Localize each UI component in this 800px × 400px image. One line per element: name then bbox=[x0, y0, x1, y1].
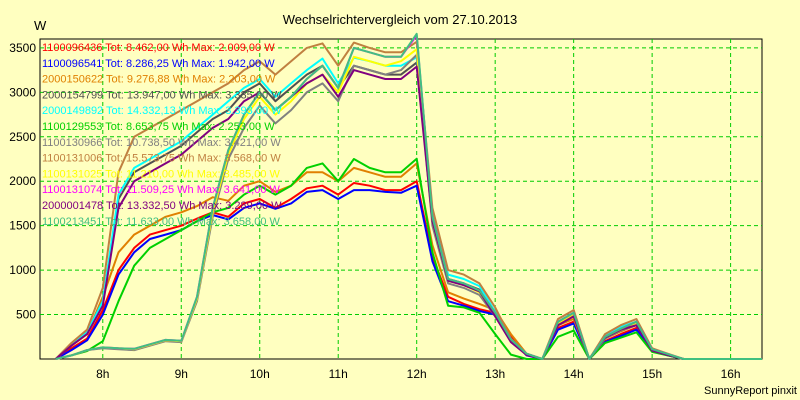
x-tick-label: 12h bbox=[407, 367, 427, 381]
y-tick-label: 500 bbox=[16, 308, 36, 322]
series-line-1100213451 bbox=[55, 32, 762, 360]
legend-entry-1100096436: 1100096436 Tot: 8.462,00 Wh Max: 2.009,0… bbox=[42, 42, 275, 54]
legend-entry-1100213451: 1100213451 Tot: 11.633,00 Wh Max: 3.658,… bbox=[42, 216, 281, 228]
y-tick-label: 1500 bbox=[9, 219, 36, 233]
series-line-1100129553 bbox=[55, 157, 762, 360]
grid-lines bbox=[40, 39, 762, 359]
series-line-1100096541 bbox=[55, 184, 762, 360]
y-tick-label: 3500 bbox=[9, 41, 36, 55]
x-tick-label: 10h bbox=[250, 367, 270, 381]
y-tick-label: 3000 bbox=[9, 85, 36, 99]
x-tick-label: 13h bbox=[485, 367, 505, 381]
x-tick-label: 15h bbox=[642, 367, 662, 381]
legend-entry-1100130966: 1100130966 Tot: 10.738,50 Wh Max: 3.421,… bbox=[42, 137, 281, 149]
x-axis-ticks: 8h 9h 10h 11h 12h 13h 14h 15h 16h bbox=[96, 367, 741, 381]
legend-entry-1100096541: 1100096541 Tot: 8.286,25 Wh Max: 1.942,0… bbox=[42, 58, 275, 70]
legend-entry-2000149892: 2000149892 Tot: 14.332,13 Wh Max: 3.393,… bbox=[42, 105, 282, 117]
y-tick-label: 2000 bbox=[9, 174, 36, 188]
plot-area bbox=[39, 38, 763, 360]
plot-frame bbox=[39, 38, 763, 360]
legend-entry-1100131006: 1100131006 Tot: 15.573,75 Wh Max: 3.568,… bbox=[42, 153, 281, 165]
footer-credit: SunnyReport pinxit bbox=[704, 385, 797, 397]
legend-entry-2000001478: 2000001478 Tot: 13.332,50 Wh Max: 3.289,… bbox=[42, 200, 282, 212]
legend-entry-1100131025: 1100131025 Tot: 11.210,00 Wh Max: 3.485,… bbox=[42, 168, 281, 180]
legend: 1100096436 Tot: 8.462,00 Wh Max: 2.009,0… bbox=[42, 42, 282, 228]
y-tick-label: 2500 bbox=[9, 130, 36, 144]
x-tick-label: 14h bbox=[564, 367, 584, 381]
series-line-2000001478 bbox=[55, 65, 762, 360]
legend-entry-2000154799: 2000154799 Tot: 13.947,00 Wh Max: 3.335,… bbox=[42, 89, 282, 101]
x-tick-label: 16h bbox=[721, 367, 741, 381]
y-axis-ticks: 500 1000 1500 2000 2500 3000 3500 bbox=[9, 41, 36, 322]
legend-entry-1100129553: 1100129553 Tot: 8.653,75 Wh Max: 2.253,0… bbox=[42, 121, 275, 133]
series-lines bbox=[54, 32, 762, 360]
legend-entry-1100131074: 1100131074 Tot: 11.509,25 Wh Max: 3.641,… bbox=[42, 184, 281, 196]
y-axis-label: W bbox=[34, 18, 47, 33]
x-tick-label: 11h bbox=[329, 367, 348, 381]
chart-title: Wechselrichtervergleich vom 27.10.2013 bbox=[283, 12, 518, 27]
y-tick-label: 1000 bbox=[9, 263, 36, 277]
legend-entry-2000150622: 2000150622 Tot: 9.276,88 Wh Max: 2.203,0… bbox=[42, 74, 276, 86]
x-tick-label: 9h bbox=[175, 367, 188, 381]
x-tick-label: 8h bbox=[96, 367, 109, 381]
